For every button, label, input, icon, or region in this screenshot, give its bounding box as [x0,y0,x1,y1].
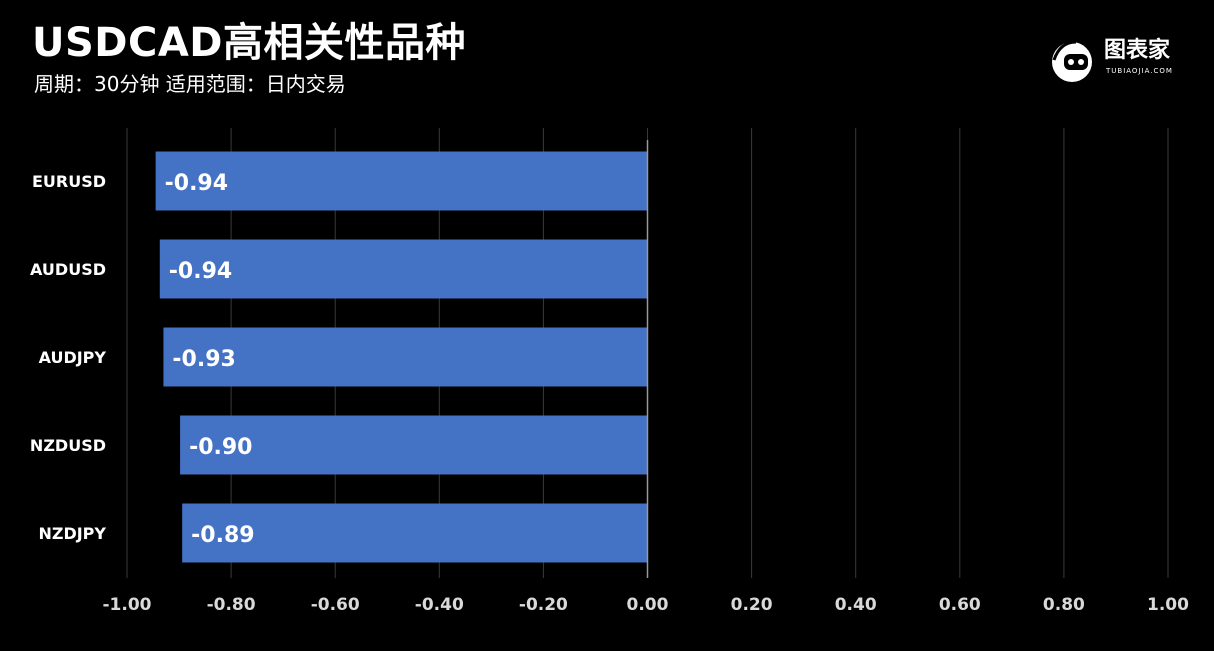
x-tick-label: 0.40 [835,595,877,615]
y-category-label: NZDJPY [38,524,106,543]
x-tick-label: 0.80 [1043,595,1085,615]
logo-text: 图表家 [1104,38,1171,63]
x-tick-label: -0.80 [207,595,256,615]
y-category-label: EURUSD [32,172,106,191]
x-tick-label: 1.00 [1147,595,1189,615]
robot-head-icon [1052,40,1092,82]
x-tick-label: -1.00 [103,595,152,615]
x-tick-label: -0.60 [311,595,360,615]
x-tick-label: 0.00 [627,595,669,615]
bar-value-label: -0.94 [169,259,232,284]
bar-value-label: -0.93 [172,347,235,372]
bar [182,503,648,563]
bar [159,239,648,299]
y-category-label: NZDUSD [30,436,106,455]
y-category-label: AUDUSD [30,260,106,279]
brand-logo: 图表家 TUBIAOJIA.COM [1050,36,1190,86]
bar [163,327,648,387]
x-tick-label: -0.40 [415,595,464,615]
bar [155,151,648,211]
x-tick-label: -0.20 [519,595,568,615]
bar-value-label: -0.89 [191,523,254,548]
x-tick-label: 0.20 [731,595,773,615]
y-category-label: AUDJPY [39,348,107,367]
x-tick-label: 0.60 [939,595,981,615]
bar-value-label: -0.90 [189,435,252,460]
bar-value-label: -0.94 [165,171,228,196]
logo-subtext: TUBIAOJIA.COM [1106,67,1173,75]
chart-title: USDCAD高相关性品种 [32,20,467,66]
chart-subtitle: 周期：30分钟 适用范围：日内交易 [34,72,346,96]
bar [180,415,648,475]
